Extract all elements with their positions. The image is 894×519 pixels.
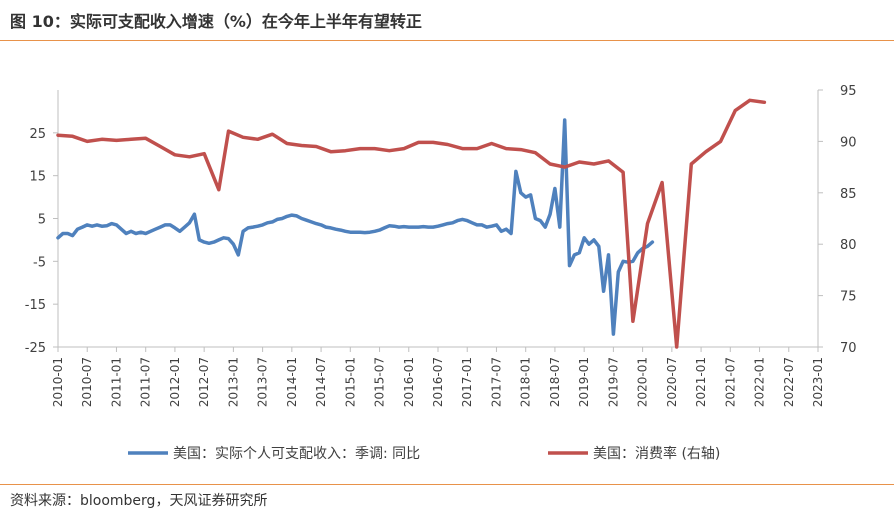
x-tick-label: 2014-07 [314, 357, 328, 407]
x-tick-label: 2016-07 [431, 357, 445, 407]
x-tick-label: 2018-07 [548, 357, 562, 407]
x-tick-label: 2022-01 [753, 357, 767, 407]
legend-label: 美国：消费率 (右轴) [593, 445, 720, 462]
y-right-tick-label: 75 [840, 290, 857, 305]
x-tick-label: 2012-07 [197, 357, 211, 407]
x-tick-label: 2014-01 [285, 357, 299, 407]
x-tick-label: 2013-01 [226, 357, 240, 407]
x-tick-label: 2022-07 [782, 357, 796, 407]
y-right-tick-label: 85 [840, 187, 857, 202]
chart: 25 15 5 -5 -15 -25 95 90 85 80 75 70 2010-01 2010-07 2… [0, 0, 894, 480]
series-line-income [58, 120, 652, 334]
x-tick-label: 2019-07 [606, 357, 620, 407]
y-left-tick-label: -15 [25, 298, 46, 313]
y-right-tick-label: 90 [840, 135, 857, 150]
x-tick-label: 2020-01 [636, 357, 650, 407]
source-note: 资料来源：bloomberg，天风证券研究所 [10, 490, 267, 510]
series-disposable-income-yoy [58, 120, 652, 334]
y-right-tick-label: 80 [840, 238, 857, 253]
y-left-tick-label: 25 [29, 127, 46, 142]
x-tick-label: 2011-07 [139, 357, 153, 407]
x-tick-label: 2018-01 [519, 357, 533, 407]
y-right-tick-label: 70 [840, 341, 857, 356]
chart-axes: 25 15 5 -5 -15 -25 95 90 85 80 75 70 2010-01 2010-07 2… [25, 84, 857, 407]
bottom-divider [0, 484, 894, 485]
x-tick-label: 2015-01 [343, 357, 357, 407]
y-left-tick-label: 15 [29, 170, 46, 185]
y-right-tick-label: 95 [840, 84, 857, 99]
y-left-tick-label: -5 [33, 255, 46, 270]
x-tick-label: 2010-01 [51, 357, 65, 407]
y-left-tick-label: 5 [38, 213, 46, 228]
x-tick-label: 2013-07 [256, 357, 270, 407]
chart-legend: 美国：实际个人可支配收入：季调: 同比 美国：消费率 (右轴) [128, 445, 720, 462]
x-tick-label: 2021-07 [723, 357, 737, 407]
x-tick-label: 2017-07 [489, 357, 503, 407]
x-tick-label: 2023-01 [811, 357, 825, 407]
x-tick-label: 2017-01 [460, 357, 474, 407]
y-left-tick-label: -25 [25, 341, 46, 356]
x-tick-label: 2021-01 [694, 357, 708, 407]
x-tick-label: 2019-01 [577, 357, 591, 407]
x-tick-label: 2016-01 [402, 357, 416, 407]
x-tick-label: 2011-01 [109, 357, 123, 407]
x-tick-label: 2010-07 [80, 357, 94, 407]
x-tick-label: 2020-07 [665, 357, 679, 407]
x-tick-label: 2015-07 [373, 357, 387, 407]
x-tick-label: 2012-01 [168, 357, 182, 407]
legend-label: 美国：实际个人可支配收入：季调: 同比 [173, 446, 420, 462]
